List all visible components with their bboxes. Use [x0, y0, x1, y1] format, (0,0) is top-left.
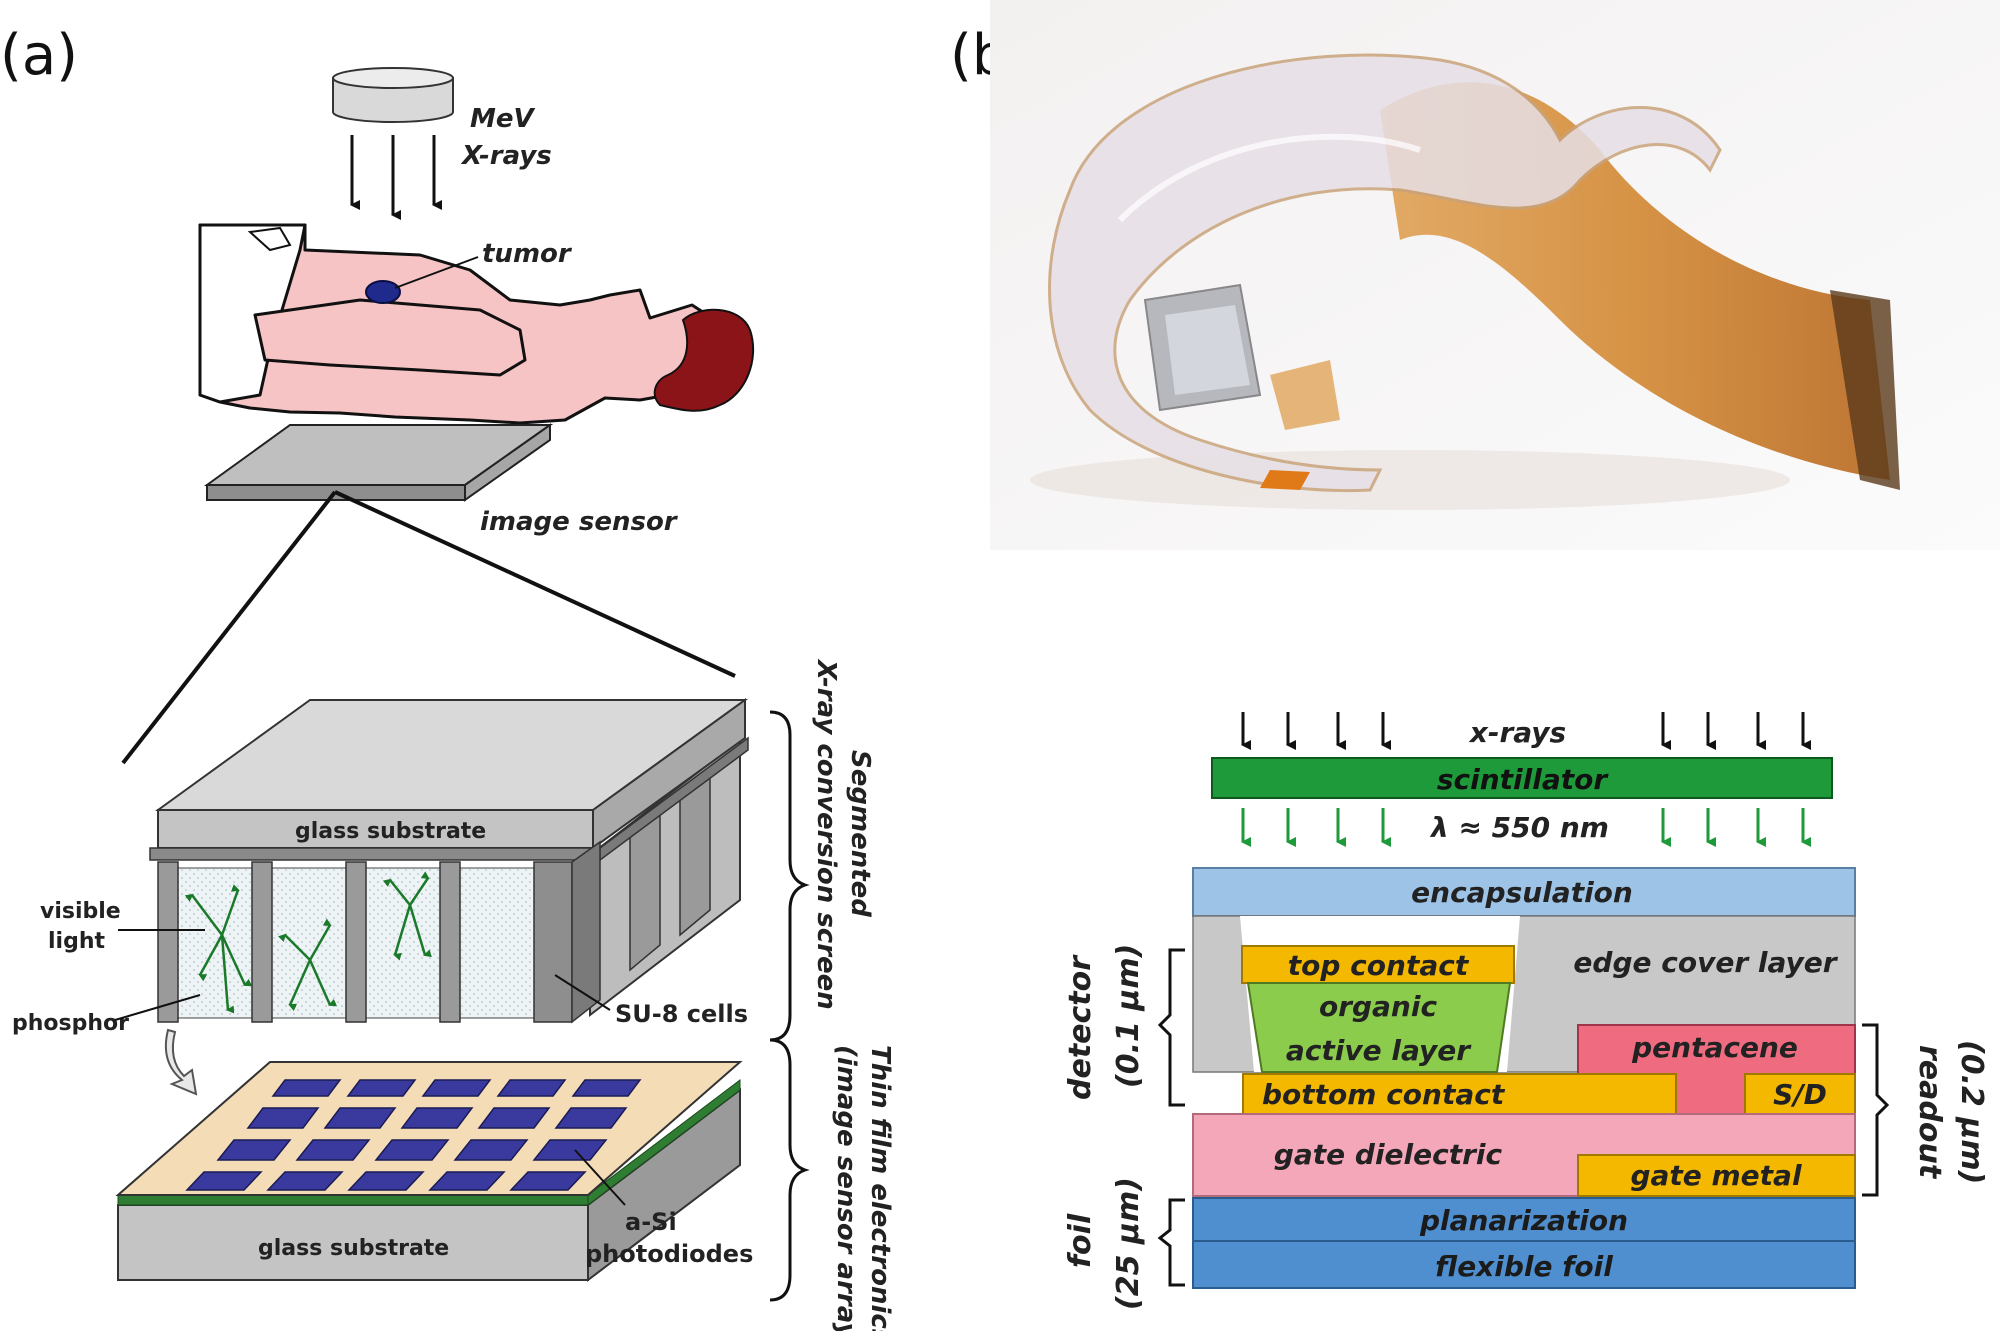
foil-label-2: (25 µm) [1111, 1177, 1146, 1310]
top-contact-label: top contact [1288, 949, 1470, 982]
tumor-marker [365, 280, 401, 304]
planarization-layer [1192, 1197, 1856, 1242]
xray-source [332, 67, 454, 123]
bottom-glass-label: glass substrate [258, 1236, 449, 1261]
encapsulation-layer [1192, 867, 1856, 917]
phosphor-label: phosphor [12, 1011, 129, 1036]
flexible-detector-photo [990, 0, 2000, 550]
readout-label-1: readout [1912, 1045, 1947, 1180]
visible-light-label-1: visible [40, 899, 121, 924]
readout-label-2: (0.2 µm) [1954, 1040, 1989, 1184]
panel-b: (b) [950, 0, 2000, 1310]
thinfilm-label-2: (image sensor array) [831, 1045, 861, 1331]
sd-label: S/D [1773, 1078, 1827, 1111]
bottom-contact-label: bottom contact [1262, 1078, 1506, 1111]
source-label-xrays: X-rays [460, 141, 552, 171]
image-sensor-label: image sensor [480, 507, 679, 537]
gate-dielectric-label: gate dielectric [1274, 1138, 1503, 1171]
panel-a-label: (a) [0, 23, 78, 88]
readout-brace [1862, 1023, 1890, 1197]
image-sensor-slab [203, 423, 554, 502]
organic-label-2: active layer [1286, 1034, 1472, 1067]
zoom-lines [121, 490, 736, 765]
visible-light-rays [184, 871, 432, 1014]
foil-label-1: foil [1063, 1213, 1098, 1268]
wavelength-label: λ ≈ 550 nm [1429, 811, 1609, 844]
detector-label-2: (0.1 µm) [1111, 944, 1146, 1088]
foil-brace [1157, 1198, 1185, 1287]
encapsulation-label: encapsulation [1411, 876, 1633, 909]
conversion-label-1: Segmented [845, 750, 875, 917]
organic-active-layer [1246, 982, 1512, 1073]
visible-light-label-2: light [48, 929, 105, 954]
tumor-label: tumor [482, 239, 573, 269]
planarization-label: planarization [1419, 1204, 1628, 1237]
patient-illustration [198, 223, 755, 425]
edge-cover-label: edge cover layer [1573, 946, 1838, 979]
scintillator-label: scintillator [1437, 763, 1609, 796]
thinfilm-label-1: Thin film electronics [865, 1045, 895, 1331]
gate-metal-label: gate metal [1630, 1159, 1802, 1192]
organic-label-1: organic [1319, 990, 1438, 1023]
scintillator-layer [1211, 757, 1833, 799]
top-glass-label: glass substrate [295, 819, 486, 844]
su8-label: SU-8 cells [615, 1000, 748, 1028]
asi-label-1: a-Si [625, 1208, 677, 1236]
flexible-foil-label: flexible foil [1435, 1250, 1613, 1283]
detector-label-1: detector [1063, 954, 1098, 1100]
conversion-label-2: X-ray conversion screen [811, 658, 841, 1010]
layer-stack-diagram: x-rays scintillator λ ≈ 550 nm encapsula… [1063, 712, 1989, 1310]
xray-arrows [1241, 712, 1811, 750]
conversion-brace [769, 710, 810, 1042]
conversion-screen [149, 698, 749, 1024]
detector-brace [1157, 948, 1185, 1107]
panel-a: (a) MeV X-rays tumor [0, 23, 895, 1331]
xrays-label: x-rays [1468, 716, 1566, 749]
bottom-contact-layer [1242, 1073, 1677, 1115]
thinfilm-brace [769, 1038, 810, 1302]
light-arrows [1241, 808, 1811, 847]
source-label-mev: MeV [470, 104, 536, 134]
xray-beam-arrows [350, 135, 442, 220]
curved-down-arrow [164, 1028, 198, 1096]
asi-label-2: photodiodes [585, 1240, 753, 1268]
pentacene-label: pentacene [1631, 1031, 1798, 1064]
flexible-foil-layer [1192, 1240, 1856, 1289]
gate-metal-layer [1577, 1154, 1856, 1197]
